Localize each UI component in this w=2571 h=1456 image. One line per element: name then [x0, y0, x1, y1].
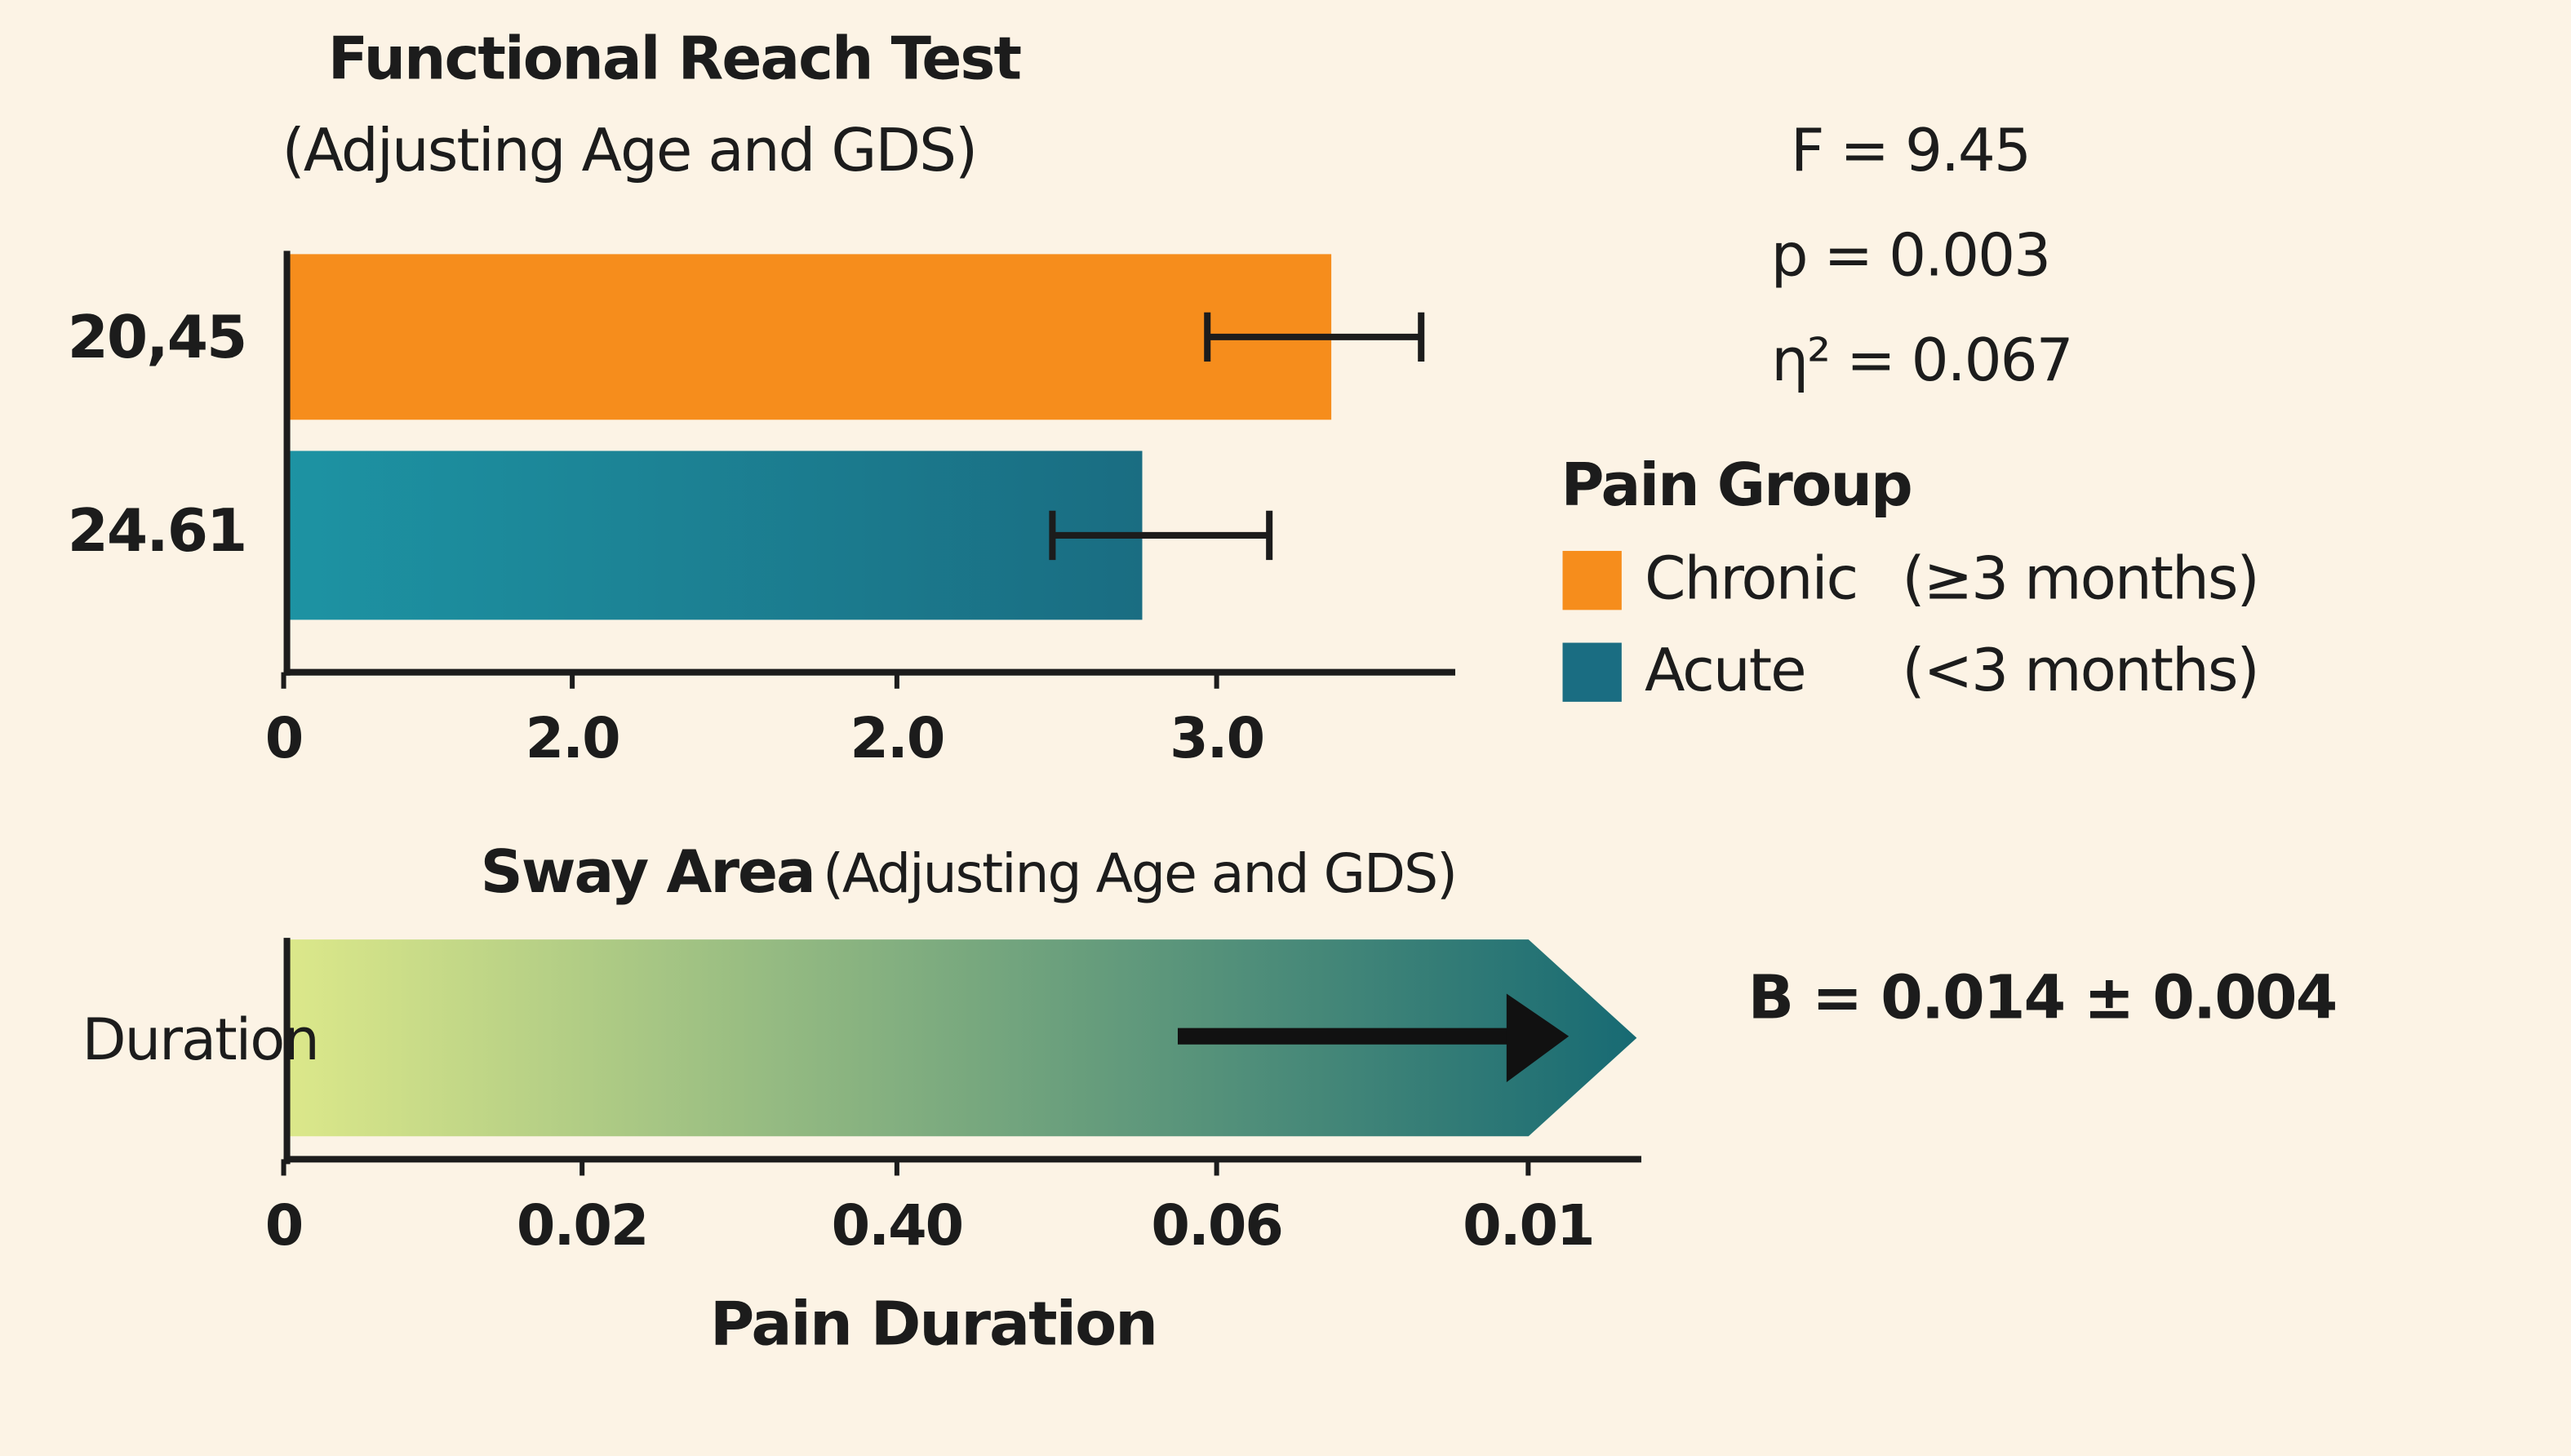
legend-label-chronic: Chronic — [1644, 546, 1858, 614]
bar-chronic — [286, 254, 1332, 420]
sway-bar — [286, 939, 1637, 1137]
f-statistic: F = 9.45 — [1790, 118, 2031, 186]
y-label-duration: Duration — [82, 1008, 319, 1074]
x-tick-label: 0 — [264, 1193, 304, 1259]
y-label-chronic: 20,45 — [67, 304, 248, 373]
legend-swatch-acute — [1562, 642, 1622, 702]
x-tick-label: 2.0 — [850, 706, 945, 773]
x-tick-label: 0 — [264, 706, 304, 773]
chart1-subtitle: (Adjusting Age and GDS) — [282, 118, 979, 186]
x-tick-label: 0.02 — [516, 1193, 650, 1259]
chart1-title: Functional Reach Test — [327, 26, 1022, 94]
chart2-subtitle: (Adjusting Age and GDS) — [823, 841, 1458, 905]
x-tick-label: 0.06 — [1151, 1193, 1284, 1259]
chart2-title-line: Sway Area (Adjusting Age and GDS) — [480, 839, 1458, 907]
legend-range-acute: (<3 months) — [1902, 637, 2259, 705]
b-coefficient: B = 0.014 ± 0.004 — [1747, 962, 2338, 1033]
legend-swatch-chronic — [1562, 551, 1622, 610]
x-axis-label: Pain Duration — [709, 1289, 1158, 1360]
x-tick-label: 2.0 — [525, 706, 621, 773]
legend-title: Pain Group — [1561, 452, 1913, 520]
trend-arrow-head — [1506, 993, 1570, 1082]
chart2-title: Sway Area — [480, 839, 816, 907]
x-tick-label: 3.0 — [1170, 706, 1265, 773]
legend-range-chronic: (≥3 months) — [1902, 546, 2259, 614]
legend-label-acute: Acute — [1644, 637, 1807, 705]
p-value: p = 0.003 — [1770, 223, 2051, 291]
y-label-acute: 24.61 — [67, 498, 248, 566]
x-tick-label: 0.40 — [831, 1193, 965, 1259]
eta-squared: η² = 0.067 — [1771, 327, 2073, 396]
bar-acute — [286, 451, 1143, 620]
x-tick-label: 0.01 — [1463, 1193, 1596, 1259]
